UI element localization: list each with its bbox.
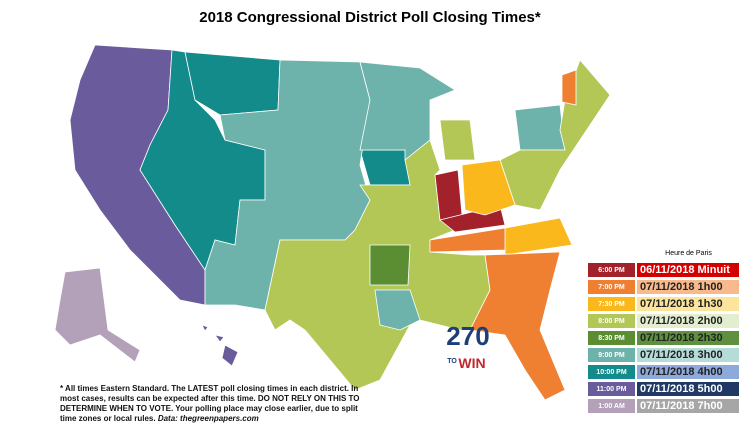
title: 2018 Congressional District Poll Closing… xyxy=(199,9,541,26)
legend-et: 6:00 PM xyxy=(587,262,636,278)
region-900pm xyxy=(359,61,456,161)
legend-row: 9:00 PM 07/11/2018 3h00 xyxy=(587,347,740,363)
region-900pm xyxy=(374,289,421,331)
legend-et: 1:00 AM xyxy=(587,398,636,414)
region-830pm xyxy=(369,244,411,286)
legend-paris: 07/11/2018 4h00 xyxy=(636,364,740,380)
legend-paris: 07/11/2018 2h30 xyxy=(636,330,740,346)
legend-paris: 07/11/2018 5h00 xyxy=(636,381,740,397)
logo-win: WIN xyxy=(458,355,485,371)
legend-row: 10:00 PM 07/11/2018 4h00 xyxy=(587,364,740,380)
logo-number: 270 xyxy=(446,321,489,351)
legend-row: 8:30 PM 07/11/2018 2h30 xyxy=(587,330,740,346)
legend-row: 8:00 PM 07/11/2018 2h00 xyxy=(587,313,740,329)
legend-et: 11:00 PM xyxy=(587,381,636,397)
legend-paris: 07/11/2018 2h00 xyxy=(636,313,740,329)
region-700pm xyxy=(561,69,577,106)
legend-paris: 07/11/2018 1h00 xyxy=(636,279,740,295)
legend-row: 7:30 PM 07/11/2018 1h30 xyxy=(587,296,740,312)
legend: Heure de Paris 6:00 PM 06/11/2018 Minuit 7… xyxy=(587,250,740,415)
legend-row: 11:00 PM 07/11/2018 5h00 xyxy=(587,381,740,397)
legend-paris: 06/11/2018 Minuit xyxy=(636,262,740,278)
region-730pm xyxy=(461,159,516,216)
legend-et: 8:00 PM xyxy=(587,313,636,329)
legend-et: 8:30 PM xyxy=(587,330,636,346)
legend-paris: 07/11/2018 7h00 xyxy=(636,398,740,414)
region-700pm xyxy=(429,227,506,253)
legend-et: 10:00 PM xyxy=(587,364,636,380)
region-1100pm xyxy=(214,334,225,343)
region-1100pm xyxy=(201,324,209,332)
legend-et: 7:00 PM xyxy=(587,279,636,295)
region-600pm xyxy=(434,169,463,221)
footnote-text: * All times Eastern Standard. The LATEST… xyxy=(60,384,360,423)
region-730pm xyxy=(504,217,573,256)
region-1100pm xyxy=(221,344,239,367)
legend-title: Heure de Paris xyxy=(665,250,712,257)
region-800pm xyxy=(499,59,611,211)
logo-to: TO xyxy=(447,358,457,365)
legend-et: 9:00 PM xyxy=(587,347,636,363)
legend-row: 6:00 PM 06/11/2018 Minuit xyxy=(587,262,740,278)
legend-paris: 07/11/2018 1h30 xyxy=(636,296,740,312)
legend-row: 1:00 AM 07/11/2018 7h00 xyxy=(587,398,740,414)
footnote-source: Data: thegreenpapers.com xyxy=(157,414,259,423)
legend-row: 7:00 PM 07/11/2018 1h00 xyxy=(587,279,740,295)
legend-paris: 07/11/2018 3h00 xyxy=(636,347,740,363)
footnote: * All times Eastern Standard. The LATEST… xyxy=(60,384,360,424)
legend-et: 7:30 PM xyxy=(587,296,636,312)
region-100am xyxy=(54,267,141,363)
region-700pm xyxy=(469,251,566,401)
region-800pm xyxy=(439,119,476,161)
region-900pm xyxy=(514,104,566,151)
region-1000pm xyxy=(359,149,411,186)
